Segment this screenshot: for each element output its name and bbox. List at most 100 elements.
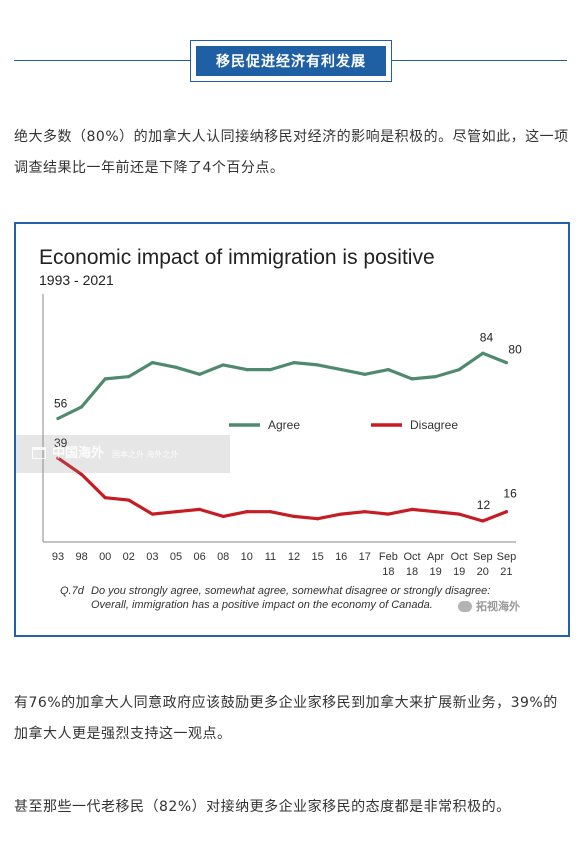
x-tick-label: 19 <box>453 566 465 578</box>
data-point-disagree <box>504 510 508 514</box>
value-label: 12 <box>477 498 491 512</box>
data-point-disagree <box>434 510 438 514</box>
x-tick-label: 98 <box>75 551 87 563</box>
footnote-line-1: Do you strongly agree, somewhat agree, s… <box>91 585 490 597</box>
source-logo: 拓视海外 <box>458 598 520 614</box>
data-point-disagree <box>481 519 485 523</box>
watermark: 中国海外 国本之外 海外之外 <box>16 435 230 473</box>
x-tick-label: 21 <box>500 566 512 578</box>
data-point-agree <box>268 367 272 372</box>
data-point-disagree <box>103 496 107 500</box>
value-label: 16 <box>503 487 517 501</box>
data-point-agree <box>150 361 154 365</box>
value-labels: 56 84 80 39 12 16 <box>54 330 522 512</box>
x-tick-label: 12 <box>288 551 300 563</box>
x-tick-label: 10 <box>241 551 253 563</box>
series-layer <box>56 351 508 523</box>
data-point-agree <box>80 405 84 409</box>
x-tick-label: 02 <box>123 551 135 563</box>
building-icon <box>32 447 46 459</box>
x-tick-label: 08 <box>217 551 229 563</box>
legend-label-disagree: Disagree <box>410 418 458 432</box>
data-point-disagree <box>363 510 367 514</box>
section-title-box: 移民促进经济有利发展 <box>190 40 392 82</box>
data-point-disagree <box>316 517 320 521</box>
data-point-agree <box>316 363 320 367</box>
chart-subtitle: 1993 - 2021 <box>39 272 114 288</box>
x-tick-label: Feb <box>379 551 398 563</box>
header-rule-left <box>14 60 190 61</box>
data-point-disagree <box>292 514 296 518</box>
x-tick-label: 18 <box>382 566 394 578</box>
data-point-agree <box>292 361 296 365</box>
data-point-agree <box>457 367 461 372</box>
x-tick-label: 20 <box>477 566 489 578</box>
data-point-disagree <box>386 512 390 516</box>
data-point-disagree <box>268 510 272 514</box>
footnote-line-2: Overall, immigration has a positive impa… <box>91 599 433 611</box>
x-tick-label: Oct <box>451 551 468 563</box>
data-point-disagree <box>339 512 343 516</box>
watermark-sub: 国本之外 海外之外 <box>112 450 179 459</box>
x-tick-label: 00 <box>99 551 111 563</box>
data-point-disagree <box>56 456 60 460</box>
x-tick-label: 06 <box>193 551 205 563</box>
series-line-disagree <box>56 456 508 523</box>
chart-frame: Economic impact of immigration is positi… <box>14 222 570 637</box>
x-tick-label: Oct <box>403 551 420 563</box>
data-point-agree <box>434 374 438 379</box>
x-tick-labels: 93 98 00 02 03 05 06 08 10 11 12 15 16 17 Feb 18 Oct 18 Ap… <box>52 551 516 578</box>
x-tick-label: Sep <box>497 551 517 563</box>
wechat-icon <box>458 600 472 612</box>
data-point-disagree <box>457 512 461 516</box>
data-point-agree <box>127 374 131 379</box>
paragraph-1: 绝大多数（80%）的加拿大人认同接纳移民对经济的影响是积极的。尽管如此，这一项调… <box>14 129 569 176</box>
data-point-disagree <box>80 472 84 477</box>
data-point-agree <box>174 365 178 369</box>
data-point-disagree <box>410 507 414 511</box>
section-header: 移民促进经济有利发展 <box>14 40 567 82</box>
x-tick-label: 93 <box>52 551 64 563</box>
chart-title: Economic impact of immigration is positi… <box>39 246 435 269</box>
x-tick-label: 11 <box>265 551 276 563</box>
data-point-disagree <box>127 498 131 502</box>
data-point-agree <box>410 377 414 381</box>
data-point-disagree <box>221 514 225 518</box>
x-tick-label: Apr <box>427 551 444 563</box>
value-label: 84 <box>480 330 494 344</box>
x-tick-label: 15 <box>311 551 323 563</box>
data-point-agree <box>221 363 225 367</box>
footnote-question-id: Q.7d <box>60 585 85 597</box>
paragraph-2: 有76%的加拿大人同意政府应该鼓励更多企业家移民到加拿大来扩展新业务，39%的加… <box>14 695 558 742</box>
data-point-agree <box>363 372 367 376</box>
watermark-name: 中国海外 <box>52 446 105 461</box>
data-point-disagree <box>174 510 178 514</box>
section-title: 移民促进经济有利发展 <box>196 46 386 76</box>
header-rule-right <box>392 60 567 61</box>
data-point-agree <box>386 367 390 372</box>
x-tick-label: 19 <box>429 566 441 578</box>
x-tick-label: 16 <box>335 551 347 563</box>
x-tick-label: 03 <box>146 551 158 563</box>
x-tick-label: 18 <box>406 566 418 578</box>
data-point-disagree <box>245 510 249 514</box>
data-point-agree <box>245 367 249 372</box>
line-chart: Economic impact of immigration is positi… <box>39 246 522 611</box>
data-point-agree <box>198 372 202 376</box>
data-point-agree <box>103 377 107 381</box>
data-point-agree <box>339 367 343 372</box>
x-tick-label: Sep <box>473 551 493 563</box>
x-tick-label: 05 <box>170 551 182 563</box>
value-label: 56 <box>54 397 68 411</box>
legend-label-agree: Agree <box>268 418 300 432</box>
legend: Agree Disagree <box>229 418 458 432</box>
data-point-agree <box>504 361 508 365</box>
data-point-disagree <box>150 512 154 516</box>
value-label: 80 <box>508 343 522 357</box>
x-tick-label: 17 <box>359 551 371 563</box>
series-line-agree <box>56 351 508 421</box>
data-point-agree <box>56 416 60 421</box>
source-logo-text: 拓视海外 <box>476 600 520 613</box>
data-point-agree <box>481 351 485 355</box>
paragraph-3: 甚至那些一代老移民（82%）对接纳更多企业家移民的态度都是非常积极的。 <box>14 799 511 815</box>
